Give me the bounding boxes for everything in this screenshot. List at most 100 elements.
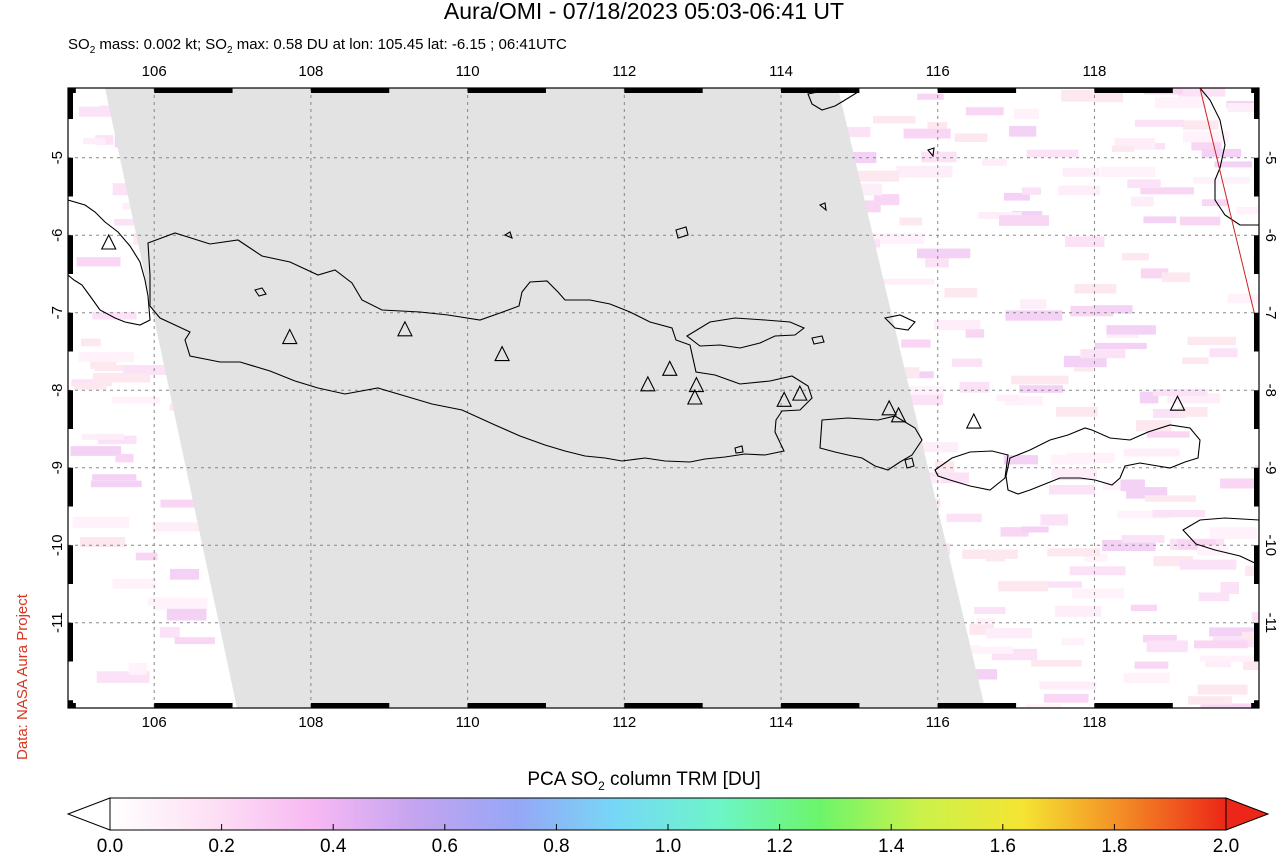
so2-pixel (843, 183, 883, 196)
karimunjawa (254, 287, 267, 297)
so2-pixel (869, 233, 925, 244)
frame-band (310, 703, 390, 708)
so2-pixel (998, 581, 1048, 592)
madura-coast (686, 317, 806, 349)
so2-pixel (1144, 495, 1197, 502)
so2-pixel (899, 217, 923, 226)
kangean (883, 314, 916, 331)
so2-pixel (861, 200, 881, 213)
so2-pixel (959, 381, 990, 393)
so2-pixel (986, 627, 1033, 639)
so2-pixel (1065, 452, 1115, 463)
lon-tick-label-top: 112 (612, 63, 636, 80)
frame-band (68, 235, 73, 274)
so2-pixel (846, 170, 899, 182)
so2-pixel (1142, 635, 1177, 643)
so2-pixel (1084, 553, 1108, 562)
axis-labels: 106 106 108 108 110 110 112 112 114 114 116 116 118 1… (49, 63, 1279, 731)
volcano-marker (639, 375, 656, 392)
so2-pixel (1178, 88, 1226, 97)
so2-pixel (1236, 207, 1259, 215)
frame-band (467, 88, 546, 93)
so2-pixel (976, 618, 995, 625)
so2-pixel (901, 339, 931, 348)
so2-pixel (1093, 91, 1123, 103)
so2-pixel (123, 365, 171, 375)
so2-pixel (1070, 305, 1114, 317)
lon-tick-label-top: 110 (456, 63, 480, 80)
lon-tick-label-top: 108 (298, 63, 323, 80)
volcano-marker (686, 388, 703, 405)
so2-pixel (170, 568, 200, 580)
colorbar-tick-label: 0.8 (543, 836, 569, 855)
frame-band (781, 88, 860, 93)
colorbar-tick-label: 1.0 (655, 836, 681, 855)
frame-band (154, 703, 233, 708)
so2-pixel (1209, 527, 1257, 539)
so2-pixel (1005, 396, 1043, 406)
so2-pixel (1069, 566, 1126, 576)
lombok-coast (934, 450, 1009, 491)
frame-band (937, 703, 1017, 708)
so2-pixel (135, 552, 158, 561)
so2-pixel (76, 257, 121, 267)
volcano-marker (1169, 394, 1186, 411)
so2-pixel (174, 637, 215, 645)
colorbar: 0.0 0.2 0.4 0.6 0.8 1.0 1.2 1.4 1.6 1.8 2.0 (66, 797, 1270, 855)
frame-band (624, 703, 703, 708)
so2-pixel (962, 549, 1018, 559)
lon-tick-label-bottom: 106 (142, 714, 167, 731)
so2-pixel (92, 474, 137, 481)
colorbar-ticks: 0.0 0.2 0.4 0.6 0.8 1.0 1.2 1.4 1.6 1.8 2.0 (97, 824, 1239, 855)
so2-pixel (1140, 268, 1169, 279)
so2-pixel (1061, 89, 1093, 102)
so2-pixel (73, 383, 107, 390)
colorbar-tick-label: 2.0 (1213, 836, 1239, 855)
so2-pixel (1123, 448, 1180, 457)
lon-tick-label-top: 106 (142, 63, 167, 80)
so2-pixel (1005, 310, 1063, 321)
so2-pixel (1040, 514, 1068, 526)
so2-pixel (1031, 659, 1082, 667)
so2-pixel (82, 433, 124, 440)
so2-pixel (1143, 216, 1177, 224)
so2-pixel (921, 151, 957, 163)
so2-pixel (1013, 108, 1039, 120)
so2-pixel (917, 93, 944, 100)
volcano-marker (100, 233, 117, 250)
lat-tick-label-left: -5 (49, 151, 66, 164)
so2-pixel (890, 394, 943, 405)
no-data-swath (105, 88, 985, 708)
so2-pixel (1227, 293, 1259, 304)
small-island-c (927, 147, 935, 158)
lat-tick-label-left: -7 (49, 306, 66, 319)
so2-pixel (1201, 148, 1242, 158)
so2-pixel (1123, 672, 1170, 684)
so2-pixel (1071, 588, 1125, 599)
so2-pixel (1114, 138, 1156, 150)
lon-tick-label-top: 118 (1082, 63, 1106, 80)
so2-pixel (1051, 468, 1097, 479)
frame-band (68, 88, 73, 119)
so2-pixel (1140, 187, 1194, 195)
so2-pixel (1209, 348, 1238, 358)
so2-pixel (1153, 408, 1187, 418)
so2-pixel (1197, 545, 1229, 556)
so2-pixel (1245, 565, 1259, 577)
volcano-marker (881, 399, 898, 416)
frame-band (1254, 467, 1259, 507)
colorbar-tick-label: 0.2 (208, 836, 234, 855)
so2-pixel (1197, 684, 1248, 695)
so2-pixel (1019, 385, 1064, 393)
so2-pixel (1063, 355, 1107, 368)
so2-pixel (90, 480, 142, 488)
so2-pixel (1251, 612, 1259, 622)
small-island-e (734, 445, 744, 454)
so2-pixel (1198, 592, 1230, 602)
so2-map: 106 106 108 108 110 110 112 112 114 114 116 116 118 1… (49, 63, 1279, 731)
so2-pixel (974, 607, 1006, 614)
nusa-penida (904, 457, 915, 469)
lon-tick-label-bottom: 110 (456, 714, 480, 731)
volcano-marker (791, 384, 808, 401)
so2-pixel (1209, 627, 1255, 637)
